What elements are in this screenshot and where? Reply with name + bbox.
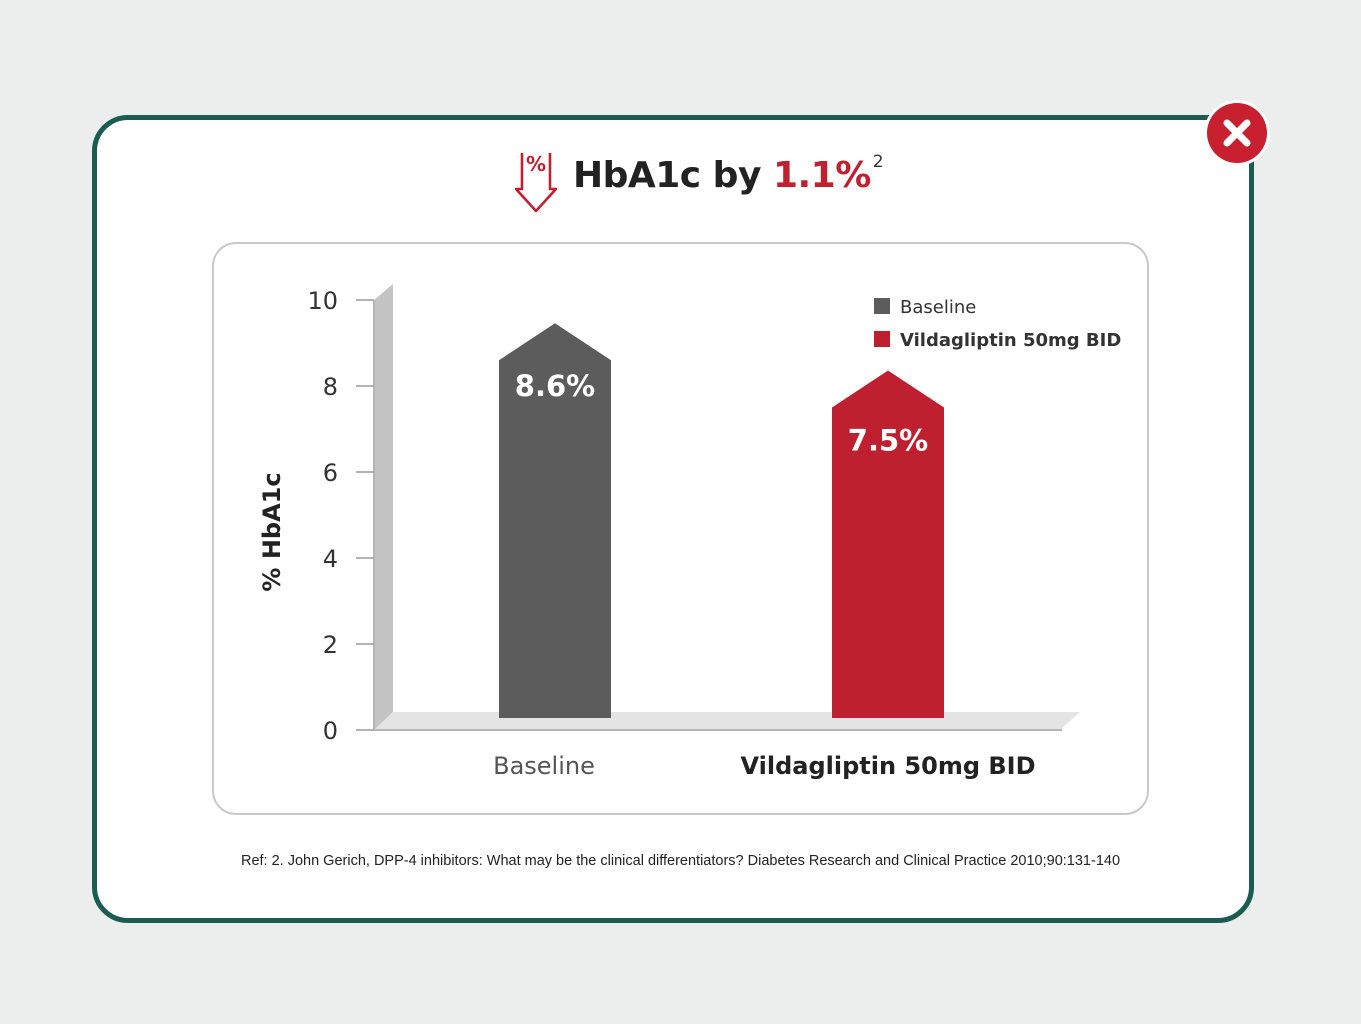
bar-data-label: 7.5% (848, 424, 928, 458)
legend: Baseline Vildagliptin 50mg BID (874, 297, 1121, 351)
percent-down-arrow-icon: % (514, 152, 558, 213)
chart-panel: 0 2 4 6 8 10 8.6% 7.5% Baseline Vildagliptin 50… (212, 242, 1149, 815)
y-axis-label: % HbA1c (258, 472, 286, 591)
x-category-label: Baseline (493, 752, 595, 780)
title-prefix: HbA1c by (573, 155, 773, 196)
svg-text:%: % (526, 152, 546, 176)
chart-title-row: % HbA1c by 1.1% 2 (0, 140, 1361, 220)
bars: 8.6% 7.5% (499, 323, 944, 718)
title-superscript: 2 (872, 152, 884, 172)
y-tick-label: 10 (307, 287, 338, 315)
x-axis-floor (374, 712, 1080, 730)
y-tick-label: 4 (323, 545, 338, 573)
x-category-label: Vildagliptin 50mg BID (740, 752, 1035, 780)
title-value: 1.1% (772, 155, 871, 196)
y-tick-label: 0 (323, 717, 338, 745)
close-button[interactable] (1207, 103, 1267, 163)
y-tick-label: 6 (323, 459, 338, 487)
reference-text: Ref: 2. John Gerich, DPP-4 inhibitors: W… (240, 853, 1121, 869)
x-axis-labels: Baseline Vildagliptin 50mg BID (493, 752, 1035, 780)
close-icon (1223, 119, 1251, 147)
y-axis-wall (374, 284, 393, 730)
y-axis: 0 2 4 6 8 10 (307, 287, 374, 745)
y-tick-label: 2 (323, 631, 338, 659)
legend-swatch (874, 298, 890, 314)
bar-chart: 0 2 4 6 8 10 8.6% 7.5% Baseline Vildagliptin 50… (258, 284, 1121, 780)
legend-swatch (874, 331, 890, 347)
y-tick-label: 8 (323, 373, 338, 401)
legend-label: Vildagliptin 50mg BID (900, 330, 1121, 351)
bar-data-label: 8.6% (515, 369, 595, 403)
bar-baseline (499, 323, 611, 718)
legend-label: Baseline (900, 297, 976, 318)
bar-vildagliptin (832, 370, 944, 718)
chart-title: HbA1c by 1.1% 2 (573, 152, 884, 196)
